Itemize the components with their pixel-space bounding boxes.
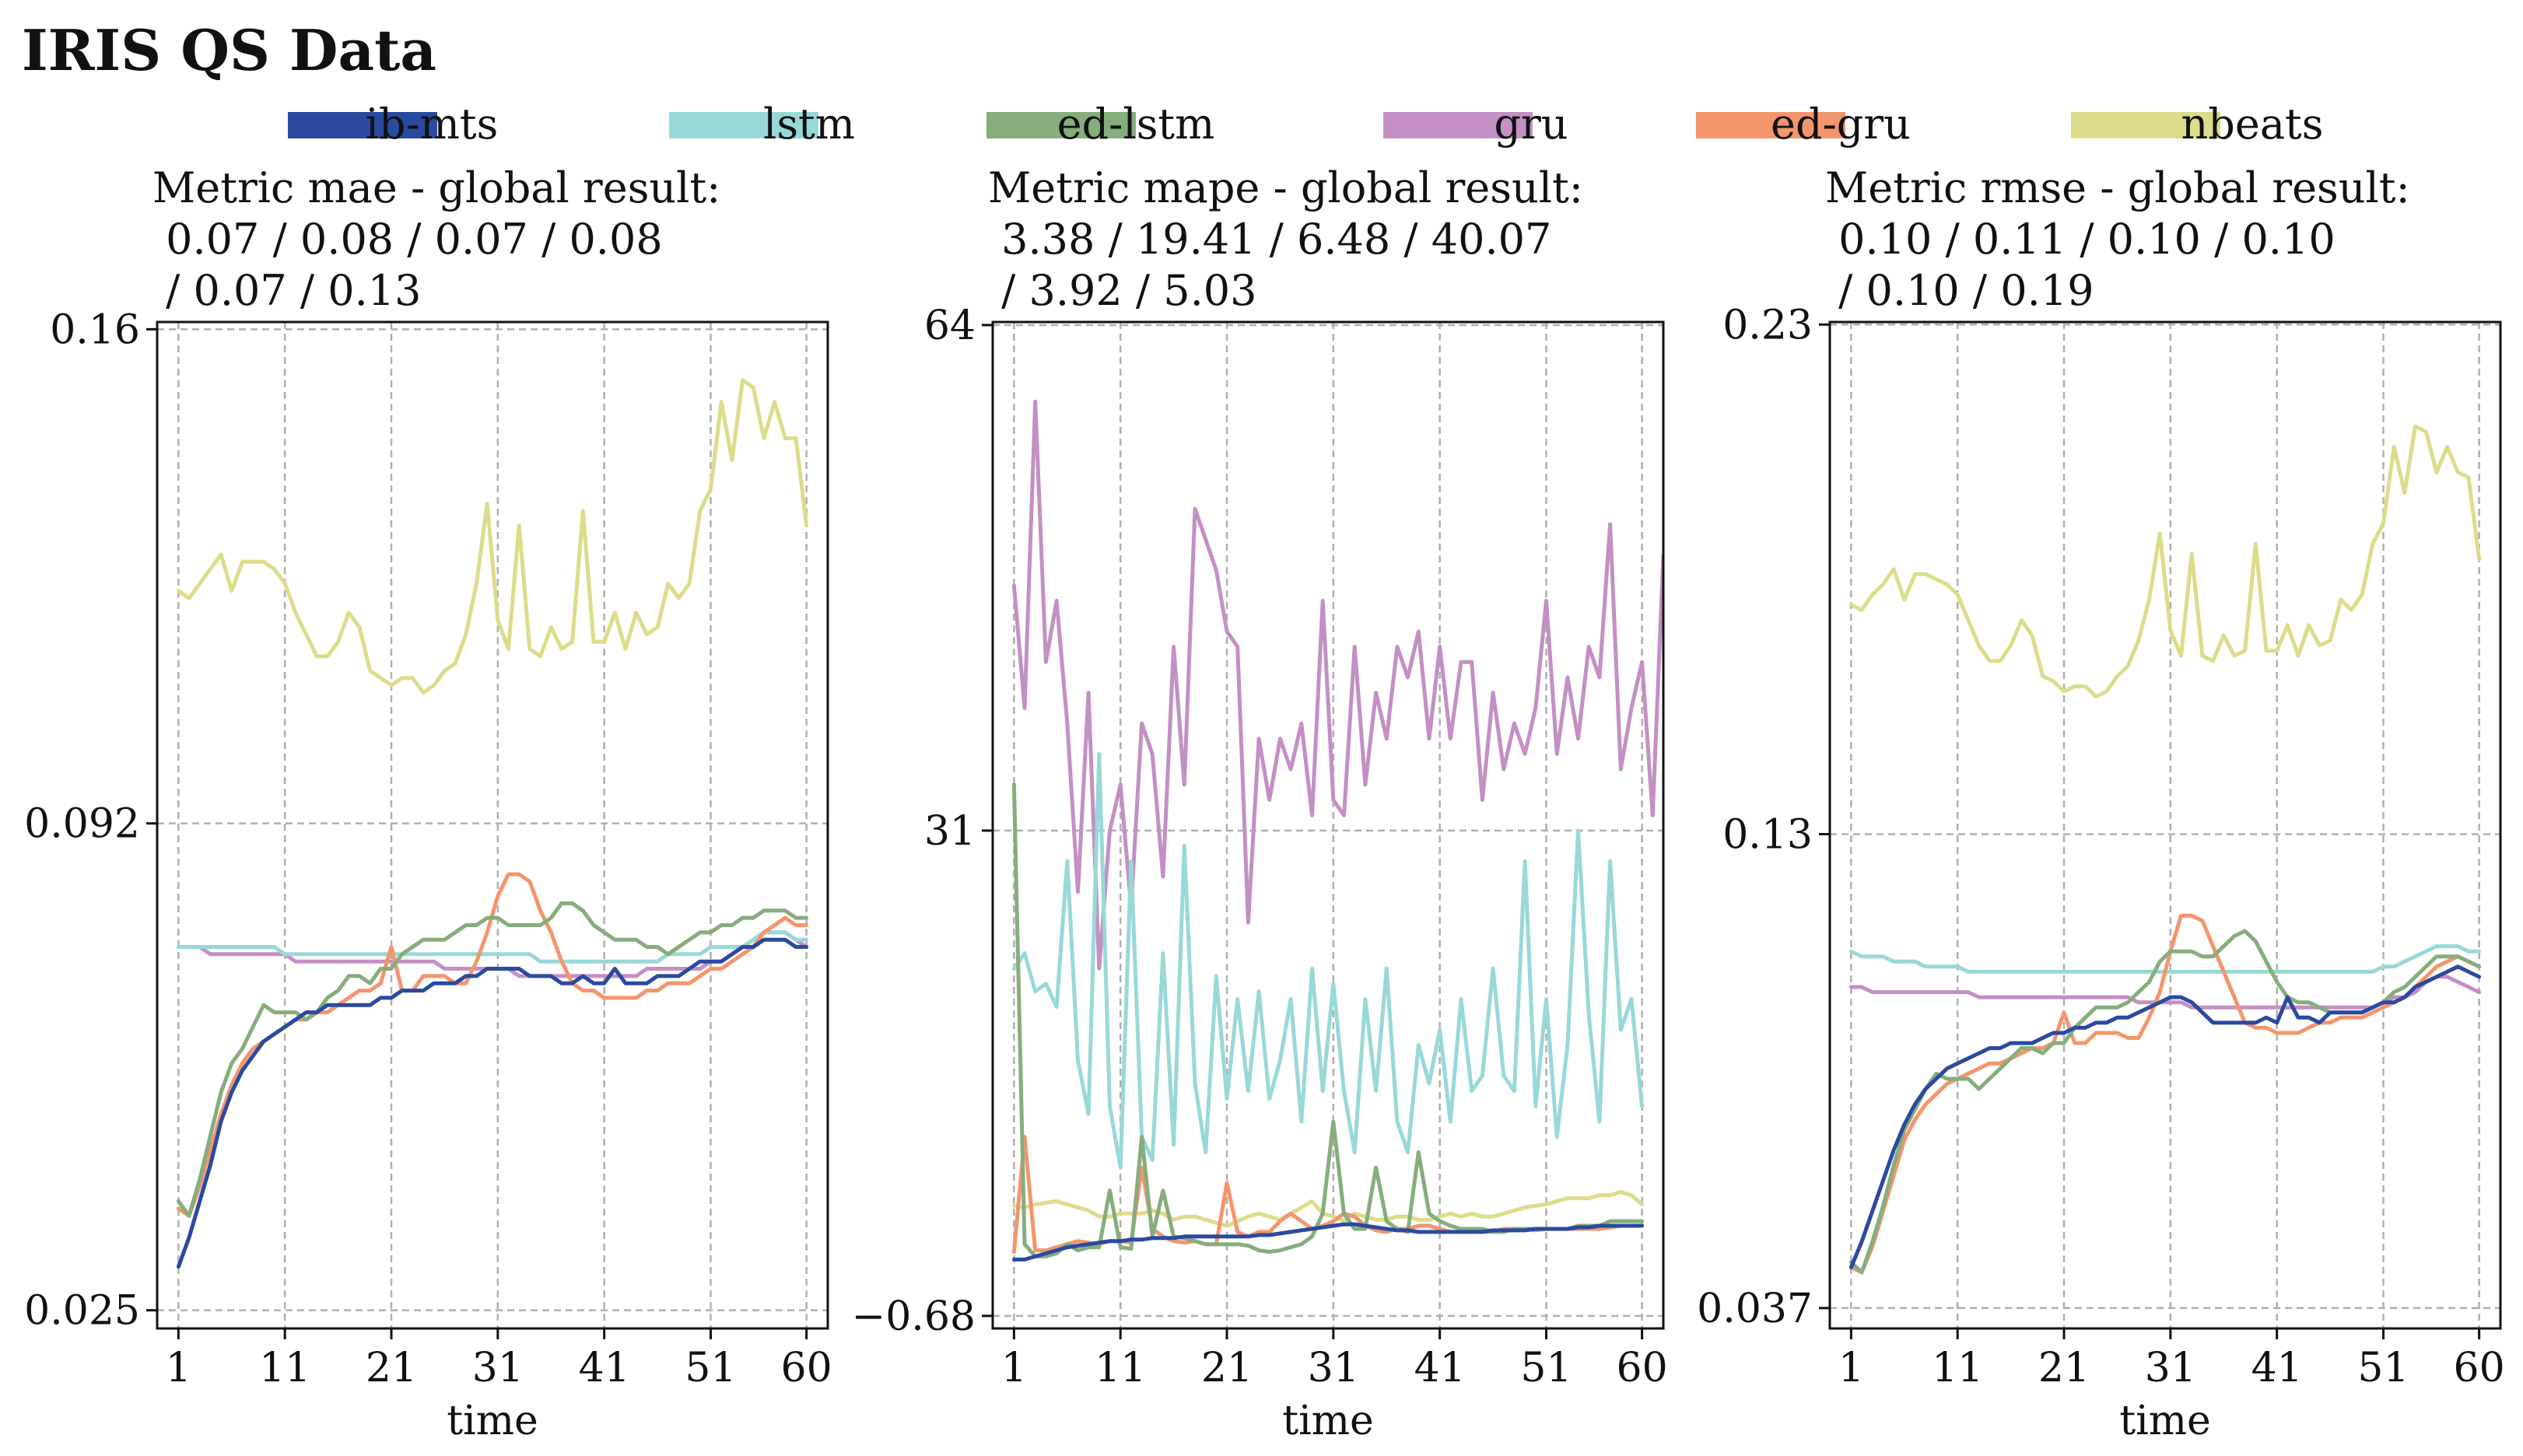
x-tick-label: 60: [781, 1345, 832, 1391]
axes-frame: [991, 320, 1665, 1330]
x-tick-label: 11: [1932, 1345, 1983, 1391]
legend-item-gru: gru: [1383, 100, 1568, 149]
x-tick-label: 51: [1520, 1345, 1572, 1391]
series-line-ed-lstm: [176, 901, 809, 1218]
x-tick-label: 21: [2038, 1345, 2090, 1391]
legend-item-nbeats: nbeats: [2071, 100, 2323, 149]
x-tick-label: 41: [579, 1345, 630, 1391]
legend-swatch-nbeats: [2071, 112, 2220, 138]
x-tick-label: 31: [1308, 1345, 1359, 1391]
metric-header-line-2: 0.07 / 0.08 / 0.07 / 0.08: [152, 215, 663, 264]
legend-item-ed-lstm: ed-lstm: [986, 100, 1214, 149]
series-lines: [1011, 399, 1663, 1262]
x-tick-label: 31: [2145, 1345, 2196, 1391]
series-line-lstm: [176, 930, 809, 964]
panels: Metric mae - global result: 0.07 / 0.08 …: [24, 163, 2505, 1444]
legend-label-gru: gru: [1494, 100, 1568, 149]
series-lines: [1848, 424, 2482, 1275]
legend-item-lstm: lstm: [669, 100, 855, 149]
series-line-ib-mts: [176, 937, 809, 1269]
x-axis-label: time: [2119, 1398, 2211, 1444]
legend: ib-mts lstm ed-lstm gru ed-gru nbeats: [288, 100, 2323, 149]
metric-header-line-2: 0.10 / 0.11 / 0.10 / 0.10: [1825, 215, 2336, 264]
metric-header-line-3: / 0.10 / 0.19: [1825, 266, 2094, 315]
metric-header-line-3: / 3.92 / 5.03: [988, 266, 1257, 315]
y-tick-label: 31: [924, 808, 976, 855]
legend-swatch-ed-gru: [1696, 112, 1845, 138]
y-tick-label: 0.037: [1697, 1286, 1813, 1332]
legend-swatch-ed-lstm: [986, 112, 1136, 138]
series-line-ib-mts: [1848, 964, 2482, 1269]
series-line-gru: [1011, 399, 1663, 971]
y-tick-label: 0.23: [1722, 302, 1813, 348]
panel-mape: Metric mape - global result: 3.38 / 19.4…: [852, 163, 1668, 1444]
panel-mae: Metric mae - global result: 0.07 / 0.08 …: [24, 163, 832, 1444]
series-line-ed-gru: [176, 872, 809, 1218]
y-tick-label: 0.13: [1722, 811, 1813, 858]
y-tick-label: −0.68: [852, 1293, 976, 1340]
legend-item-ed-gru: ed-gru: [1696, 100, 1911, 149]
series-line-nbeats: [1011, 1190, 1645, 1228]
series-line-ed-lstm: [1848, 929, 2482, 1275]
x-tick-label: 31: [472, 1345, 524, 1391]
legend-swatch-gru: [1383, 112, 1533, 138]
x-tick-label: 1: [1838, 1345, 1864, 1391]
metric-header-line-3: / 0.07 / 0.13: [152, 266, 422, 315]
metric-header-line-2: 3.38 / 19.41 / 6.48 / 40.07: [988, 215, 1551, 264]
axes-frame: [1828, 320, 2502, 1330]
legend-label-lstm: lstm: [763, 100, 855, 149]
series-line-ed-gru: [1848, 913, 2482, 1275]
x-axis-label: time: [1282, 1398, 1374, 1444]
axes-frame: [156, 320, 829, 1330]
legend-label-ed-gru: ed-gru: [1771, 100, 1911, 149]
x-tick-label: 60: [2454, 1345, 2505, 1391]
series-line-ib-mts: [1011, 1222, 1645, 1262]
x-tick-label: 1: [1001, 1345, 1027, 1391]
series-line-nbeats: [1848, 424, 2482, 699]
y-tick-label: 0.025: [24, 1288, 140, 1335]
metric-header-line-1: Metric rmse - global result:: [1825, 163, 2410, 212]
x-tick-label: 11: [1095, 1345, 1146, 1391]
x-axis-label: time: [447, 1398, 538, 1444]
x-tick-label: 60: [1617, 1345, 1668, 1391]
panel-rmse: Metric rmse - global result: 0.10 / 0.11…: [1697, 163, 2505, 1444]
legend-swatch-lstm: [669, 112, 818, 138]
legend-label-ib-mts: ib-mts: [366, 100, 499, 149]
x-tick-label: 41: [2251, 1345, 2303, 1391]
x-tick-label: 21: [1201, 1345, 1253, 1391]
y-tick-label: 0.092: [24, 801, 140, 848]
x-tick-label: 41: [1414, 1345, 1466, 1391]
legend-label-nbeats: nbeats: [2181, 100, 2324, 149]
x-tick-label: 51: [2357, 1345, 2409, 1391]
x-tick-label: 11: [259, 1345, 310, 1391]
metric-header-line-1: Metric mae - global result:: [152, 163, 720, 212]
legend-swatch-ib-mts: [288, 112, 437, 138]
y-tick-label: 0.16: [50, 306, 140, 353]
metric-header-line-1: Metric mape - global result:: [988, 163, 1583, 212]
x-tick-label: 51: [685, 1345, 736, 1391]
series-line-lstm: [1011, 751, 1645, 1170]
legend-item-ib-mts: ib-mts: [288, 100, 498, 149]
x-tick-label: 21: [366, 1345, 417, 1391]
series-line-nbeats: [176, 378, 809, 695]
series-lines: [176, 378, 809, 1269]
chart-title: IRIS QS Data: [22, 17, 437, 83]
y-tick-label: 64: [924, 303, 976, 349]
legend-label-ed-lstm: ed-lstm: [1057, 100, 1215, 149]
x-tick-label: 1: [166, 1345, 191, 1391]
